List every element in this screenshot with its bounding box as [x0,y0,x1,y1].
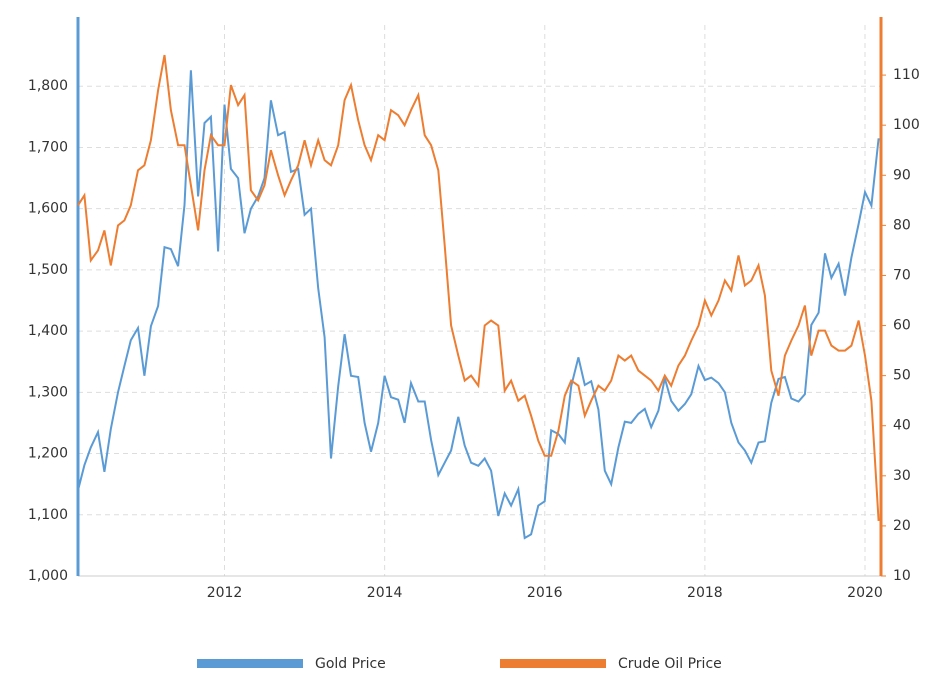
y2-tick-label: 100 [893,117,920,133]
y2-tick-label: 70 [893,267,911,283]
y-tick-label: 1,000 [28,568,68,584]
x-tick-label: 2016 [527,585,563,601]
y-tick-label: 1,700 [28,139,68,155]
y-tick-label: 1,100 [28,507,68,523]
series-line [77,70,880,540]
x-tick-label: 2014 [367,585,403,601]
legend-swatch [197,659,303,668]
y2-tick-label: 10 [893,568,911,584]
y2-tick-label: 110 [893,67,920,83]
y-tick-label: 1,400 [28,323,68,339]
y2-tick-label: 40 [893,418,911,434]
y-tick-label: 1,300 [28,384,68,400]
x-tick-label: 2020 [847,585,883,601]
legend-label: Gold Price [315,656,386,672]
y-tick-label: 1,800 [28,78,68,94]
y2-tick-label: 50 [893,368,911,384]
y-tick-label: 1,200 [28,446,68,462]
y2-tick-label: 20 [893,518,911,534]
legend-swatch [500,659,606,668]
y-tick-label: 1,600 [28,201,68,217]
y2-tick-label: 90 [893,167,911,183]
y-tick-label: 1,500 [28,262,68,278]
x-tick-label: 2018 [687,585,723,601]
x-tick-label: 2012 [207,585,243,601]
legend-label: Crude Oil Price [618,656,722,672]
y2-tick-label: 60 [893,318,911,334]
y2-tick-label: 30 [893,468,911,484]
y2-tick-label: 80 [893,217,911,233]
series-line [77,54,880,521]
